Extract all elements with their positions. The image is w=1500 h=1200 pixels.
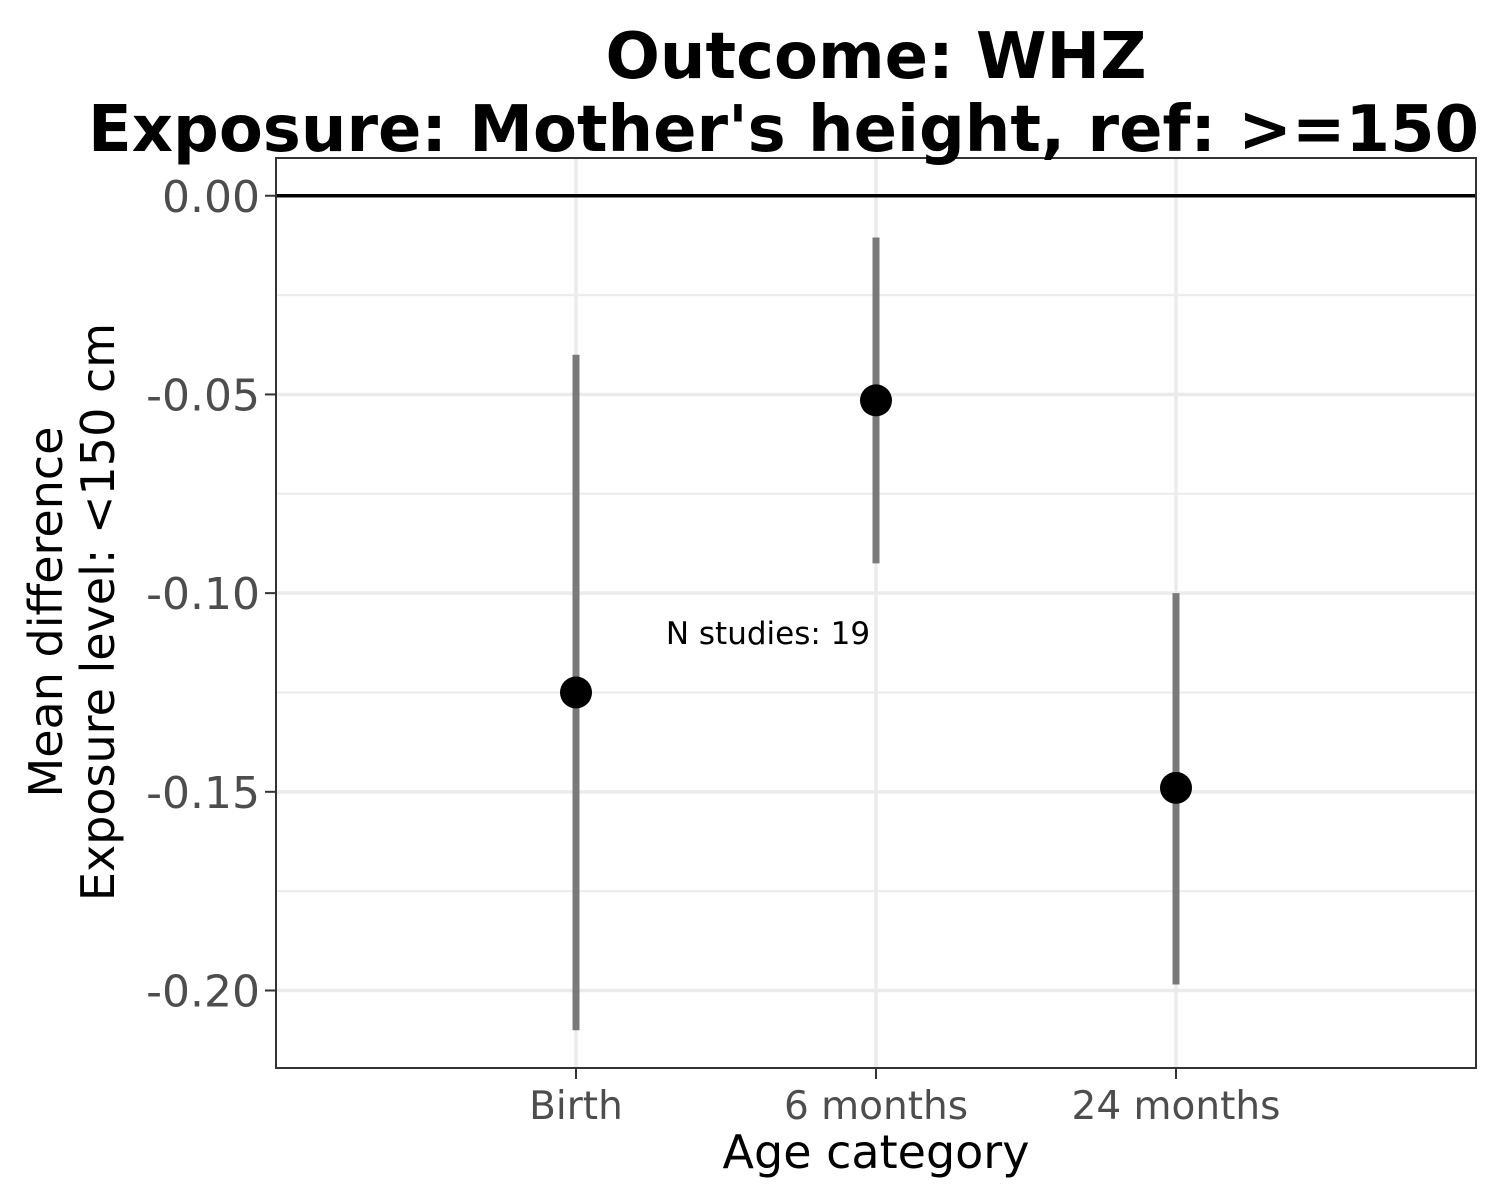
x-axis-title: Age category — [723, 1125, 1030, 1179]
n-studies-annotation: N studies: 19 — [666, 616, 870, 652]
point-estimates — [560, 384, 1192, 804]
x-tick-label: Birth — [529, 1084, 623, 1129]
y-axis-title-line-1: Mean difference — [19, 427, 73, 798]
chart-title-line-2: Exposure: Mother's height, ref: >=150 — [88, 93, 1479, 167]
x-tick-label: 6 months — [784, 1084, 968, 1129]
x-axis-ticks: Birth 6 months 24 months — [529, 1068, 1280, 1129]
point-estimate — [860, 384, 892, 417]
point-estimate — [1160, 771, 1192, 804]
point-estimate — [560, 676, 592, 709]
x-tick-label: 24 months — [1072, 1084, 1281, 1129]
y-tick-label: -0.15 — [146, 768, 260, 819]
y-tick-label: -0.10 — [146, 569, 260, 620]
y-axis-title-line-2: Exposure level: <150 cm — [71, 323, 125, 901]
y-tick-label: -0.05 — [146, 370, 260, 421]
y-tick-label: -0.20 — [146, 967, 260, 1018]
y-axis-ticks: 0.00 -0.05 -0.10 -0.15 -0.20 — [146, 172, 276, 1018]
chart-title-line-1: Outcome: WHZ — [606, 20, 1147, 94]
y-tick-label: 0.00 — [162, 172, 260, 223]
